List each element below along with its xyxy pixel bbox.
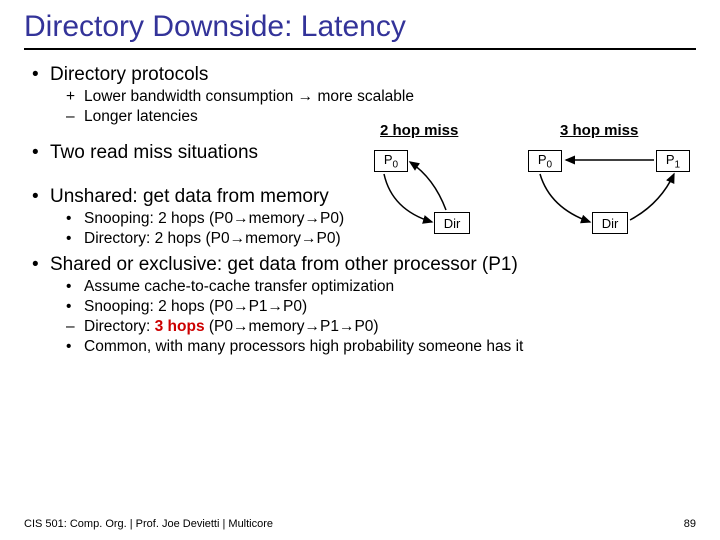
bullet-shared-snoop: •Snooping: 2 hops (P0→P1→P0) bbox=[66, 298, 696, 316]
diagram-2hop: P0 Dir bbox=[374, 150, 504, 240]
bullet-directory-protocols: •Directory protocols bbox=[32, 64, 696, 86]
bullet-shared: •Shared or exclusive: get data from othe… bbox=[32, 254, 696, 276]
diagram-3hop: P0 P1 Dir bbox=[528, 150, 698, 240]
bullet-plus: +Lower bandwidth consumption → more scal… bbox=[66, 88, 696, 106]
footer-left: CIS 501: Comp. Org. | Prof. Joe Devietti… bbox=[24, 518, 273, 530]
footer-page: 89 bbox=[684, 518, 696, 530]
bullet-shared-common: •Common, with many processors high proba… bbox=[66, 338, 696, 356]
footer: CIS 501: Comp. Org. | Prof. Joe Devietti… bbox=[24, 518, 696, 530]
label-3hop: 3 hop miss bbox=[560, 122, 638, 139]
page-title: Directory Downside: Latency bbox=[24, 10, 696, 50]
label-2hop: 2 hop miss bbox=[380, 122, 458, 139]
bullet-shared-dir: – Directory: 3 hops (P0→memory→P1→P0) bbox=[66, 318, 696, 336]
bullet-shared-assume: •Assume cache-to-cache transfer optimiza… bbox=[66, 278, 696, 296]
